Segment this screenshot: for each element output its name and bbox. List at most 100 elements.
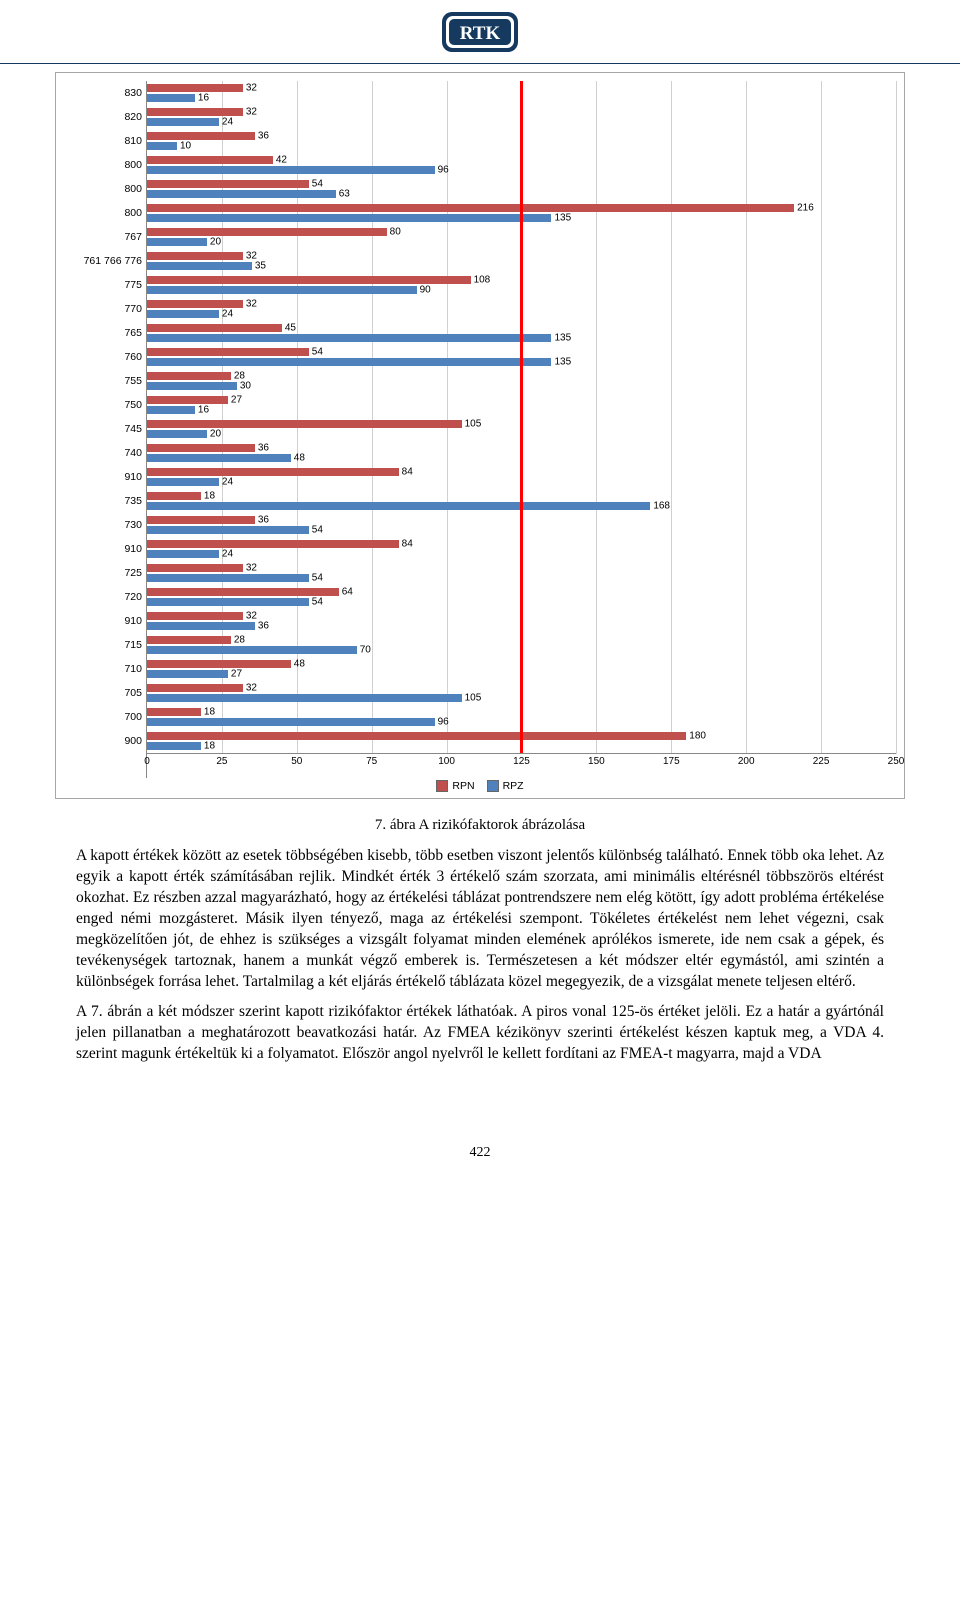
chart-y-label: 760 xyxy=(64,345,142,369)
chart-y-label: 820 xyxy=(64,105,142,129)
bar-rpz-value: 16 xyxy=(198,405,209,416)
bar-rpn: 18 xyxy=(147,492,201,500)
bar-rpz-value: 54 xyxy=(312,597,323,608)
bar-rpz: 24 xyxy=(147,310,219,318)
bar-rpz: 20 xyxy=(147,430,207,438)
chart-x-tick: 75 xyxy=(366,756,377,767)
bar-rpz-value: 24 xyxy=(222,309,233,320)
bar-rpn: 32 xyxy=(147,684,243,692)
chart-row: 10890 xyxy=(147,273,896,297)
chart-x-tick: 175 xyxy=(663,756,680,767)
chart-y-label: 800 xyxy=(64,177,142,201)
bar-rpz-value: 20 xyxy=(210,429,221,440)
bar-rpz: 24 xyxy=(147,118,219,126)
chart-y-label: 910 xyxy=(64,465,142,489)
chart-y-label: 910 xyxy=(64,609,142,633)
bar-rpz-value: 27 xyxy=(231,669,242,680)
chart-x-tick: 125 xyxy=(513,756,530,767)
bar-rpn-value: 32 xyxy=(246,563,257,574)
chart-y-label: 750 xyxy=(64,393,142,417)
bar-rpn: 84 xyxy=(147,468,399,476)
bar-rpz-value: 24 xyxy=(222,117,233,128)
chart-x-tick: 250 xyxy=(888,756,905,767)
chart-row: 3224 xyxy=(147,297,896,321)
bar-rpz: 48 xyxy=(147,454,291,462)
chart-x-tick: 0 xyxy=(144,756,150,767)
bar-rpn: 28 xyxy=(147,636,231,644)
bar-rpz: 16 xyxy=(147,94,195,102)
bar-rpn: 32 xyxy=(147,300,243,308)
bar-rpn: 27 xyxy=(147,396,228,404)
bar-rpz-value: 18 xyxy=(204,741,215,752)
chart-row: 105 20 xyxy=(147,417,896,441)
bar-rpz-value: 54 xyxy=(312,525,323,536)
bar-rpz-value: 30 xyxy=(240,381,251,392)
bar-rpn: 32 xyxy=(147,84,243,92)
bar-rpn: 32 xyxy=(147,108,243,116)
chart-y-label: 755 xyxy=(64,369,142,393)
legend-swatch-rpn xyxy=(436,780,448,792)
bar-rpz: 27 xyxy=(147,670,228,678)
chart-row: 3224 xyxy=(147,105,896,129)
bar-rpn: 42 xyxy=(147,156,273,164)
bar-rpn-value: 28 xyxy=(234,635,245,646)
bar-rpn-value: 18 xyxy=(204,707,215,718)
bar-rpn-value: 108 xyxy=(474,275,491,286)
chart-row: 28 70 xyxy=(147,633,896,657)
bar-rpn-value: 105 xyxy=(465,419,482,430)
bar-rpn: 32 xyxy=(147,252,243,260)
bar-rpn: 36 xyxy=(147,516,255,524)
bar-rpn: 45 xyxy=(147,324,282,332)
chart-x-tick: 50 xyxy=(291,756,302,767)
bar-rpz: 18 xyxy=(147,742,201,750)
bar-rpz-value: 105 xyxy=(465,693,482,704)
bar-rpn-value: 36 xyxy=(258,131,269,142)
bar-rpn-value: 32 xyxy=(246,107,257,118)
bar-rpn-value: 27 xyxy=(231,395,242,406)
chart-row: 45135 xyxy=(147,321,896,345)
bar-rpn: 36 xyxy=(147,132,255,140)
bar-rpn-value: 42 xyxy=(276,155,287,166)
bar-rpz: 10 xyxy=(147,142,177,150)
bar-rpn-value: 45 xyxy=(285,323,296,334)
chart-y-label: 735 xyxy=(64,489,142,513)
bar-rpn-value: 84 xyxy=(402,467,413,478)
bar-rpn: 216 xyxy=(147,204,794,212)
bar-rpz: 36 xyxy=(147,622,255,630)
chart-x-tick: 225 xyxy=(813,756,830,767)
chart-y-label: 800 xyxy=(64,153,142,177)
bar-rpn-value: 36 xyxy=(258,443,269,454)
chart-row: 8424 xyxy=(147,537,896,561)
bar-rpz-value: 168 xyxy=(653,501,670,512)
chart-y-labels: 830820810800800800767761 766 77677577076… xyxy=(64,81,146,778)
bar-rpz: 20 xyxy=(147,238,207,246)
chart-y-label: 710 xyxy=(64,657,142,681)
legend-label-rpn: RPN xyxy=(452,780,474,792)
bar-rpz-value: 24 xyxy=(222,549,233,560)
bar-rpz-value: 70 xyxy=(360,645,371,656)
chart-x-tick: 200 xyxy=(738,756,755,767)
chart-y-label: 767 xyxy=(64,225,142,249)
bar-rpz: 135 xyxy=(147,358,551,366)
bar-rpn: 180 xyxy=(147,732,686,740)
chart-y-label: 705 xyxy=(64,681,142,705)
chart-row: 3235 xyxy=(147,249,896,273)
bar-rpz: 96 xyxy=(147,166,435,174)
bar-rpn: 36 xyxy=(147,444,255,452)
chart-legend: RPN RPZ xyxy=(56,778,904,798)
chart-y-label: 730 xyxy=(64,513,142,537)
chart-row: 36 10 xyxy=(147,129,896,153)
bar-rpz: 54 xyxy=(147,574,309,582)
chart-row: 3254 xyxy=(147,561,896,585)
bar-rpn-value: 216 xyxy=(797,203,814,214)
svg-text:RTK: RTK xyxy=(460,23,501,44)
chart-plot-area: 3216322436104296546321613580203235108903… xyxy=(146,81,896,778)
bar-rpn-value: 32 xyxy=(246,83,257,94)
chart-y-label: 830 xyxy=(64,81,142,105)
bar-rpz: 24 xyxy=(147,550,219,558)
chart-y-label: 725 xyxy=(64,561,142,585)
chart-y-label: 700 xyxy=(64,705,142,729)
legend-item-rpz: RPZ xyxy=(487,780,524,792)
bar-rpz: 16 xyxy=(147,406,195,414)
paragraph-2: A 7. ábrán a két módszer szerint kapott … xyxy=(76,1002,884,1065)
